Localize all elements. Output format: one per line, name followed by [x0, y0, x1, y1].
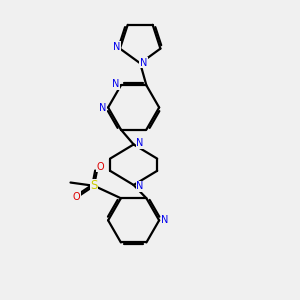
- Text: N: N: [140, 58, 147, 68]
- Text: O: O: [73, 192, 80, 202]
- Text: N: N: [113, 42, 120, 52]
- Text: O: O: [96, 162, 104, 172]
- Text: N: N: [136, 181, 144, 191]
- Text: N: N: [112, 79, 119, 89]
- Text: S: S: [90, 179, 98, 192]
- Text: N: N: [99, 103, 106, 113]
- Text: N: N: [161, 215, 169, 225]
- Text: N: N: [136, 138, 144, 148]
